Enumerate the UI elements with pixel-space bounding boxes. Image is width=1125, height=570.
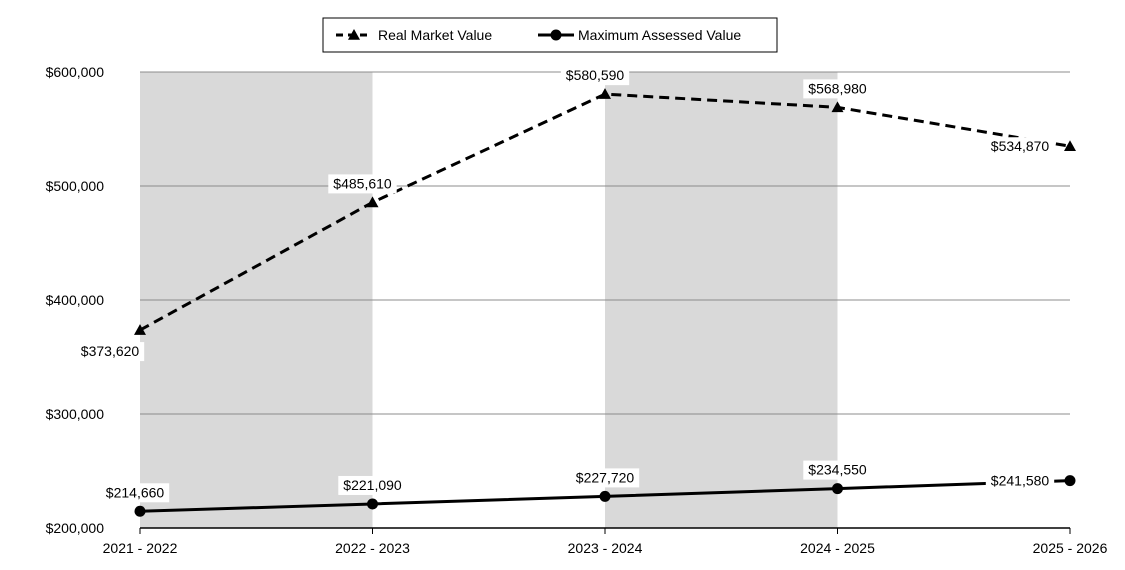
data-label-background	[560, 66, 630, 86]
series-layer: $373,620 $485,610 $580,590 $568,980 $534,870…	[75, 66, 1076, 517]
data-label-background	[985, 137, 1055, 157]
y-tick-label: $300,000	[46, 406, 105, 422]
data-point-real-market-value	[1064, 140, 1076, 152]
data-point-real-market-value	[831, 101, 844, 113]
x-tick-label: 2022 - 2023	[335, 540, 410, 556]
data-label-maximum-assessed-value: $241,580	[991, 473, 1050, 489]
data-point-real-market-value	[134, 324, 146, 335]
data-label-background	[985, 471, 1055, 491]
y-tick-label: $600,000	[46, 64, 105, 80]
data-point-maximum-assessed-value	[367, 498, 378, 510]
data-label-background	[75, 342, 145, 362]
y-axis: $200,000 $300,000 $400,000 $500,000 $600,000	[46, 64, 105, 536]
data-point-maximum-assessed-value	[832, 483, 843, 495]
data-point-real-market-value	[599, 88, 611, 99]
legend-marker	[550, 29, 562, 41]
legend-label: Real Market Value	[378, 27, 492, 43]
data-label-background	[338, 475, 407, 495]
data-label-maximum-assessed-value: $227,720	[576, 469, 635, 485]
data-label-real-market-value: $580,590	[566, 67, 625, 83]
x-axis: 2021 - 2022 2022 - 2023 2023 - 2024 2024 - …	[103, 528, 1108, 556]
x-tick-label: 2025 - 2026	[1033, 540, 1108, 556]
data-label-background	[803, 460, 872, 480]
data-label-background	[100, 483, 170, 503]
data-point-real-market-value	[366, 196, 379, 208]
data-label-real-market-value: $373,620	[81, 343, 140, 359]
legend-item-maximum-assessed-value: Maximum Assessed Value	[538, 27, 741, 43]
data-label-background	[803, 79, 872, 99]
data-label-maximum-assessed-value: $221,090	[343, 477, 402, 493]
legend-label: Maximum Assessed Value	[578, 27, 741, 43]
x-tick-label: 2021 - 2022	[103, 540, 178, 556]
legend-marker	[348, 29, 360, 40]
data-point-maximum-assessed-value	[134, 505, 146, 517]
data-label-background	[570, 468, 640, 488]
data-label-maximum-assessed-value: $234,550	[808, 462, 867, 478]
data-label-real-market-value: $485,610	[333, 175, 392, 191]
data-point-maximum-assessed-value	[1064, 475, 1076, 487]
data-label-real-market-value: $534,870	[991, 138, 1050, 154]
data-label-background	[328, 174, 397, 194]
y-tick-label: $500,000	[46, 178, 105, 194]
y-tick-label: $200,000	[46, 520, 105, 536]
legend-item-real-market-value: Real Market Value	[336, 27, 492, 43]
data-point-maximum-assessed-value	[599, 490, 611, 502]
legend: Real Market Value Maximum Assessed Value	[322, 17, 778, 53]
series-real-market-value: $373,620 $485,610 $580,590 $568,980 $534,870	[75, 66, 1076, 362]
series-maximum-assessed-value: $214,660 $221,090 $227,720 $234,550 $241,580	[100, 460, 1076, 517]
x-tick-label: 2023 - 2024	[568, 540, 643, 556]
data-label-maximum-assessed-value: $214,660	[106, 484, 165, 500]
x-tick-label: 2024 - 2025	[800, 540, 875, 556]
data-label-real-market-value: $568,980	[808, 80, 867, 96]
y-tick-label: $400,000	[46, 292, 105, 308]
